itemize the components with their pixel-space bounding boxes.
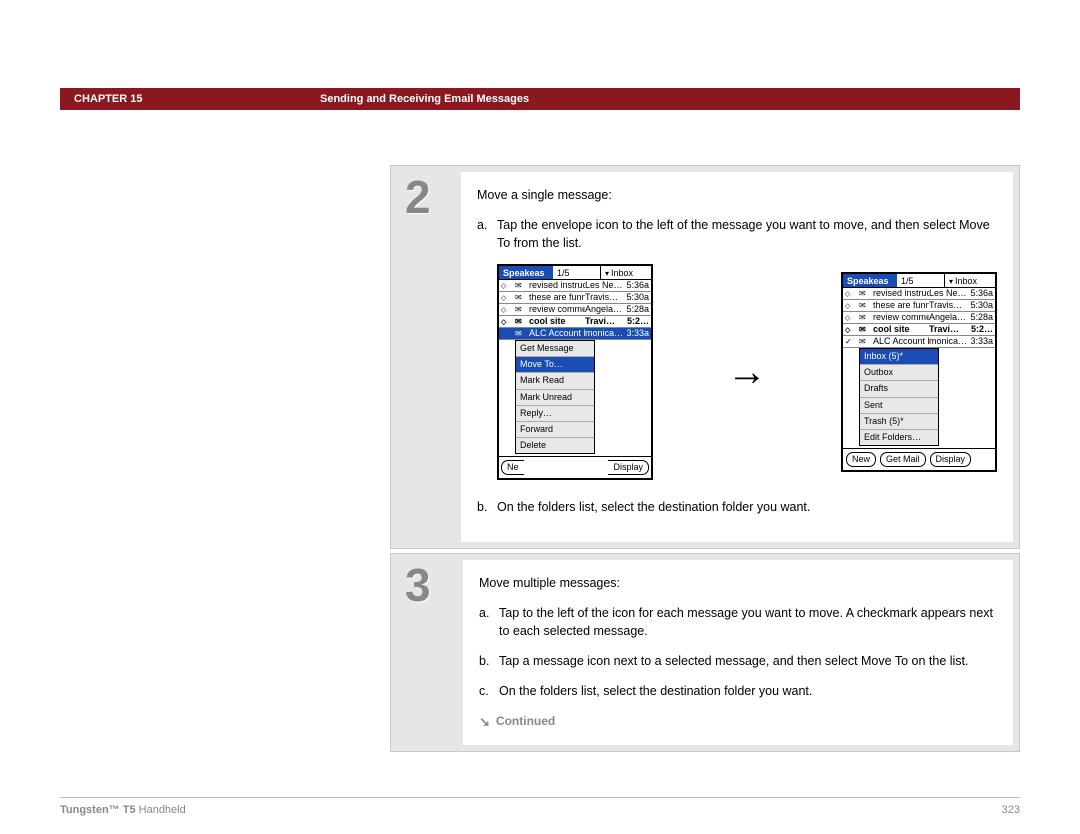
step-2-item-b: b. On the folders list, select the desti… [477,498,997,516]
subject-text: ALC Account Fo… [529,327,585,340]
menu-item[interactable]: Edit Folders… [860,430,938,445]
page-number: 323 [1002,804,1020,816]
display-button-partial[interactable]: Display [608,460,649,475]
envelope-icon[interactable] [859,300,873,312]
screen-titlebar: Speakeas 1/5 Inbox [499,266,651,280]
msg-count: 1/5 [553,266,601,279]
step-3-item-a: a. Tap to the left of the icon for each … [479,604,997,640]
from-text: monica… [585,327,623,340]
menu-item[interactable]: Get Message [516,341,594,357]
step-3-box: 3 Move multiple messages: a. Tap to the … [390,553,1020,752]
context-menu[interactable]: Get MessageMove To…Mark ReadMark UnreadR… [515,340,595,453]
envelope-icon[interactable] [859,288,873,300]
message-row[interactable]: ALC Account Fo…monica…3:33a [499,328,651,340]
menu-item[interactable]: Mark Unread [516,390,594,406]
item-text: Tap the envelope icon to the left of the… [497,216,997,252]
item-label: c. [479,682,499,700]
step-2-intro: Move a single message: [477,186,997,204]
item-label: b. [477,498,497,516]
step-2-item-a: a. Tap the envelope icon to the left of … [477,216,997,252]
continued-text: Continued [496,713,555,730]
menu-item[interactable]: Inbox (5)* [860,349,938,365]
envelope-icon[interactable] [515,280,529,292]
menu-item[interactable]: Outbox [860,365,938,381]
palm-screen-left: Speakeas 1/5 Inbox revised instruc…Les N… [497,264,653,479]
menu-item[interactable]: Reply… [516,406,594,422]
row-mark-icon [845,324,859,336]
app-name: Speakeas [843,274,897,287]
new-button-partial[interactable]: Ne [501,460,524,475]
screenshots-row: Speakeas 1/5 Inbox revised instruc…Les N… [497,264,997,479]
footer-product: Tungsten™ T5 Handheld [60,804,186,816]
row-mark-icon [501,292,515,304]
envelope-icon[interactable] [859,312,873,324]
row-mark-icon [845,288,859,300]
step-number-column: 2 [391,166,461,548]
envelope-icon[interactable] [515,328,529,340]
item-text: Tap a message icon next to a selected me… [499,652,997,670]
display-button[interactable]: Display [930,452,972,467]
envelope-icon[interactable] [859,324,873,336]
item-label: b. [479,652,499,670]
folder-dropdown[interactable]: Inbox [601,266,651,279]
palm-screen-right: Speakeas 1/5 Inbox revised instruc…Les N… [841,272,997,471]
menu-item[interactable]: Drafts [860,381,938,397]
continued-indicator: ↘ Continued [479,713,997,732]
item-label: a. [477,216,497,252]
envelope-icon[interactable] [515,292,529,304]
row-mark-icon [501,316,515,328]
screen-titlebar: Speakeas 1/5 Inbox [843,274,995,288]
step-number-3: 3 [405,562,463,608]
menu-item[interactable]: Trash (5)* [860,414,938,430]
footer-product-bold: Tungsten™ T5 [60,804,136,816]
menu-item[interactable]: Mark Read [516,373,594,389]
envelope-icon[interactable] [859,336,873,348]
item-label: a. [479,604,499,640]
menu-item[interactable]: Forward [516,422,594,438]
row-mark-icon [845,300,859,312]
step-number-column: 3 [391,554,463,751]
menu-item[interactable]: Sent [860,398,938,414]
chapter-title: Sending and Receiving Email Messages [320,93,529,105]
chapter-label: CHAPTER 15 [60,93,320,105]
step-3-body: Move multiple messages: a. Tap to the le… [463,560,1013,745]
folder-menu[interactable]: Inbox (5)*OutboxDraftsSentTrash (5)*Edit… [859,348,939,445]
from-text: monica… [929,335,967,348]
page-footer: Tungsten™ T5 Handheld 323 [60,797,1020,816]
item-text: On the folders list, select the destinat… [499,682,997,700]
footer-product-rest: Handheld [136,804,186,816]
screen-bottom-bar: Ne Display [499,456,651,478]
row-mark-icon [501,280,515,292]
get-mail-button[interactable]: Get Mail [880,452,926,467]
time-text: 3:33a [967,335,993,348]
step-2-body: Move a single message: a. Tap the envelo… [461,172,1013,542]
envelope-icon[interactable] [515,316,529,328]
app-name: Speakeas [499,266,553,279]
content-area: 2 Move a single message: a. Tap the enve… [390,165,1020,756]
row-mark-icon [501,304,515,316]
new-button[interactable]: New [846,452,876,467]
folder-dropdown[interactable]: Inbox [945,274,995,287]
menu-item[interactable]: Move To… [516,357,594,373]
continued-arrow-icon: ↘ [479,713,490,732]
chapter-header-bar: CHAPTER 15 Sending and Receiving Email M… [60,88,1020,110]
arrow-right-icon: → [727,352,767,392]
step-3-item-c: c. On the folders list, select the desti… [479,682,997,700]
subject-text: ALC Account Fo… [873,335,929,348]
envelope-icon[interactable] [515,304,529,316]
step-number-2: 2 [405,174,461,220]
step-3-intro: Move multiple messages: [479,574,997,592]
message-row[interactable]: ALC Account Fo…monica…3:33a [843,336,995,348]
row-mark-icon [845,312,859,324]
menu-item[interactable]: Delete [516,438,594,453]
item-text: Tap to the left of the icon for each mes… [499,604,997,640]
step-2-box: 2 Move a single message: a. Tap the enve… [390,165,1020,549]
msg-count: 1/5 [897,274,945,287]
screen-bottom-bar: New Get Mail Display [843,448,995,470]
step-3-item-b: b. Tap a message icon next to a selected… [479,652,997,670]
row-mark-icon [845,336,859,348]
time-text: 3:33a [623,327,649,340]
item-text: On the folders list, select the destinat… [497,498,997,516]
